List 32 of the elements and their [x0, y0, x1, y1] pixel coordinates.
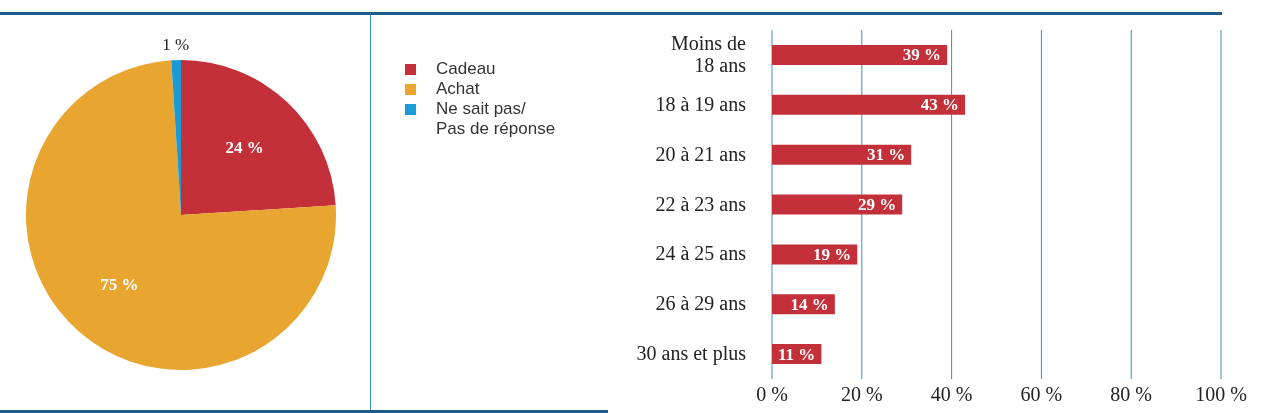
pie-slice: [26, 60, 336, 370]
legend-label: Achat: [436, 79, 480, 99]
y-tick-label: 26 à 29 ans: [655, 292, 747, 315]
x-tick-label: 20 %: [840, 383, 883, 405]
bar: [772, 144, 912, 165]
legend-label: Ne sait pas/ Pas de réponse: [436, 99, 556, 139]
y-tick-label: 18 à 19 ans: [655, 92, 747, 115]
x-tick-label: 40 %: [930, 383, 973, 405]
y-tick-label: 22 à 23 ans: [655, 192, 747, 215]
data-label: 29 %: [857, 195, 897, 215]
data-label: 31 %: [866, 145, 906, 165]
y-tick-label: 24 à 25 ans: [655, 242, 747, 265]
x-tick-label: 60 %: [1020, 383, 1063, 405]
bar: [772, 44, 948, 65]
data-label: 43 %: [920, 95, 960, 115]
data-label: 75 %: [100, 275, 139, 295]
data-label: 14 %: [790, 294, 829, 314]
bar: [772, 94, 966, 115]
x-tick-label: 100 %: [1195, 383, 1247, 405]
y-tick-label: 20 à 21 ans: [655, 142, 747, 165]
data-label: 19 %: [813, 244, 852, 264]
data-label: 24 %: [225, 137, 264, 157]
data-label: 39 %: [902, 45, 942, 65]
data-label: 1 %: [162, 34, 190, 54]
x-tick-label: 80 %: [1110, 383, 1153, 405]
y-tick-label: Moins de 18 ans: [671, 31, 747, 76]
legend-label: Cadeau: [436, 59, 496, 79]
pie-slice: [181, 60, 336, 215]
bar: [772, 194, 903, 215]
y-tick-label: 30 ans et plus: [636, 342, 747, 366]
data-label: 11 %: [778, 344, 816, 364]
x-tick-label: 0 %: [756, 383, 788, 405]
